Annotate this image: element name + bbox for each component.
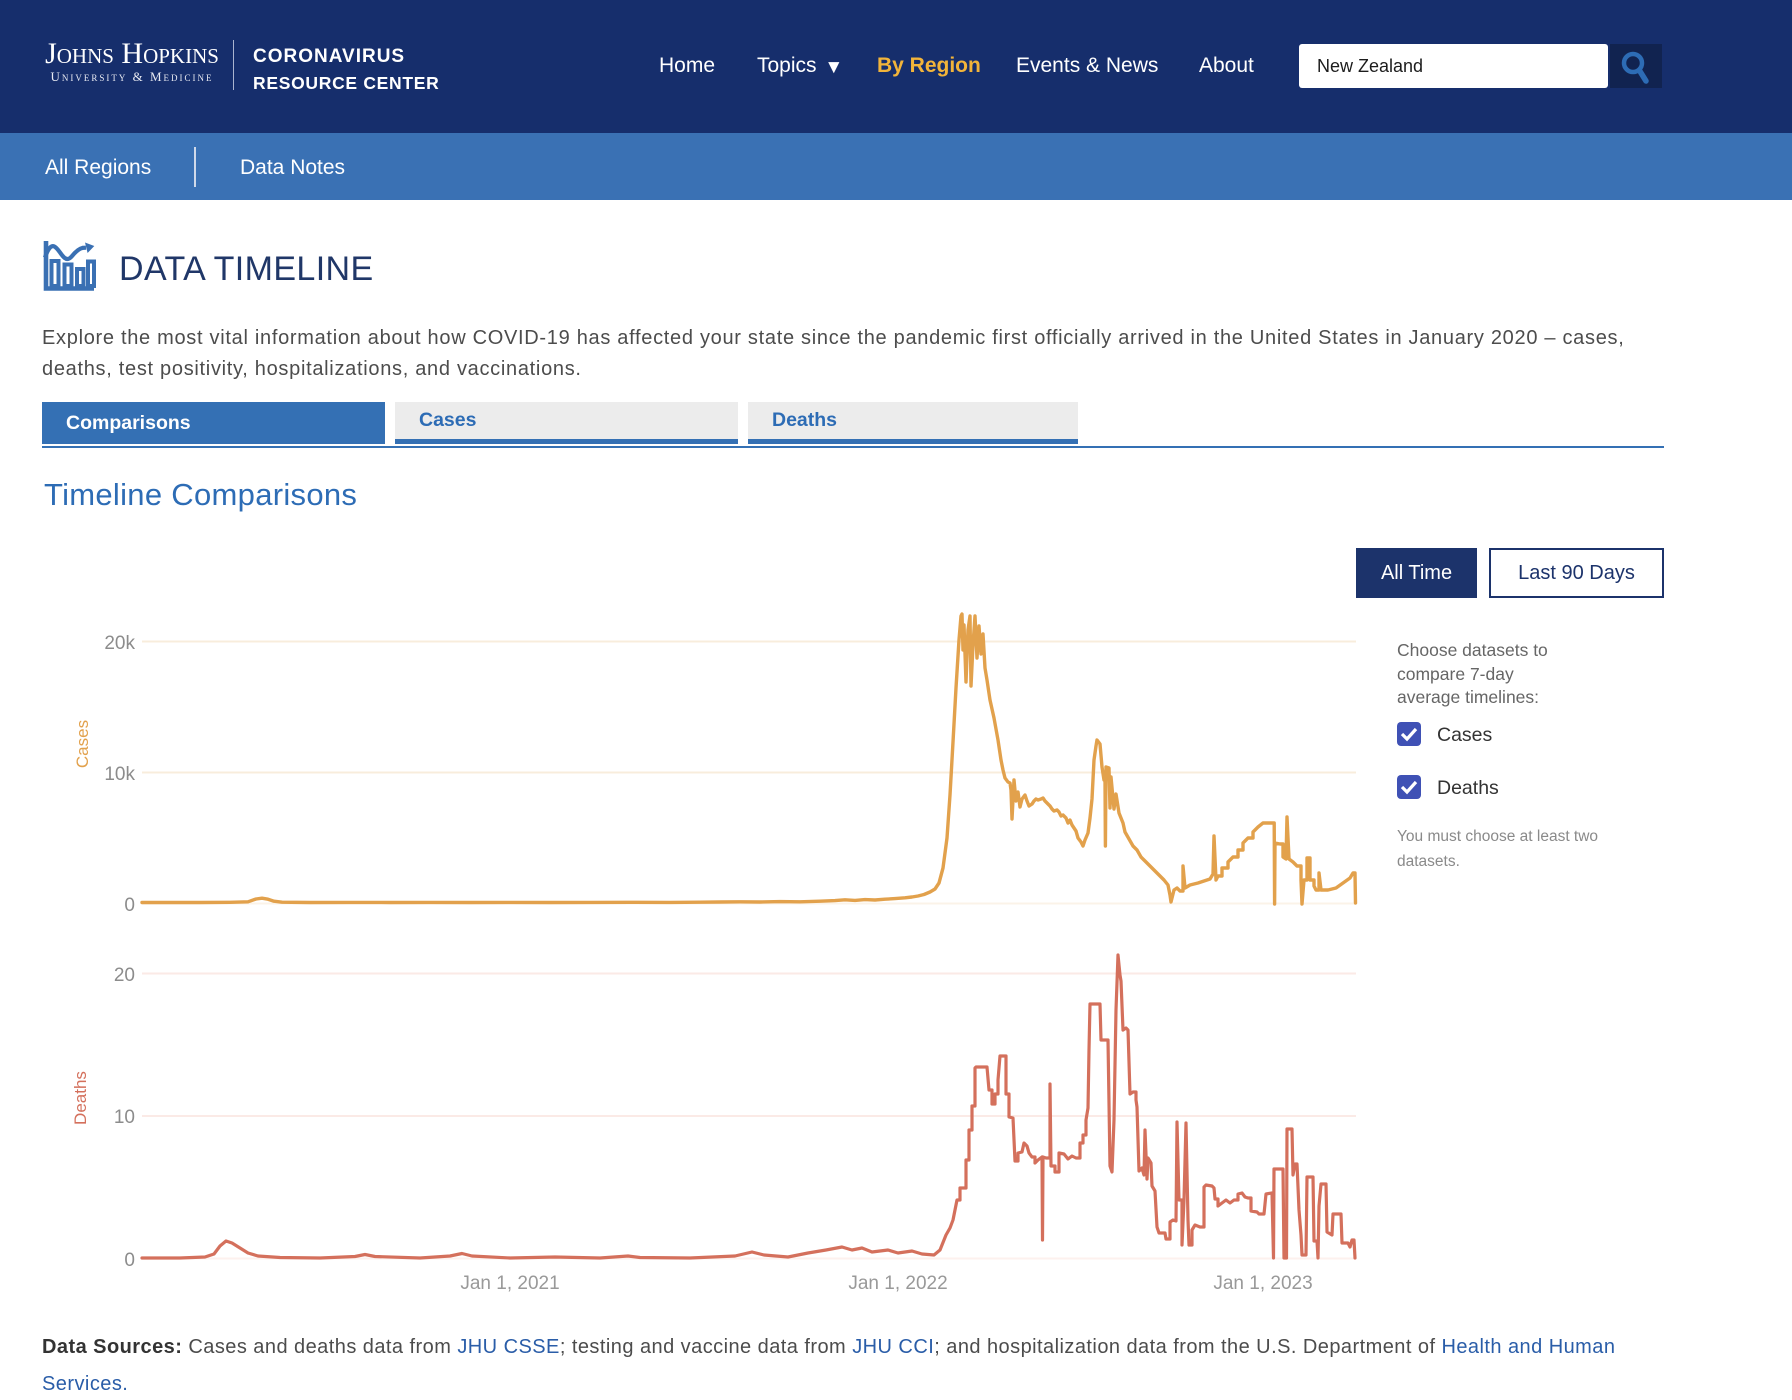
svg-text:Jan 1, 2022: Jan 1, 2022 (848, 1273, 947, 1294)
svg-text:0: 0 (124, 1250, 135, 1271)
svg-text:Cases: Cases (73, 720, 92, 768)
svg-text:0: 0 (124, 895, 135, 916)
svg-text:10k: 10k (104, 764, 135, 785)
svg-text:20k: 20k (104, 633, 135, 654)
svg-text:Jan 1, 2023: Jan 1, 2023 (1213, 1273, 1312, 1294)
svg-text:Jan 1, 2021: Jan 1, 2021 (460, 1273, 559, 1294)
svg-text:20: 20 (114, 965, 135, 986)
svg-text:Deaths: Deaths (71, 1071, 90, 1125)
svg-text:10: 10 (114, 1107, 135, 1128)
